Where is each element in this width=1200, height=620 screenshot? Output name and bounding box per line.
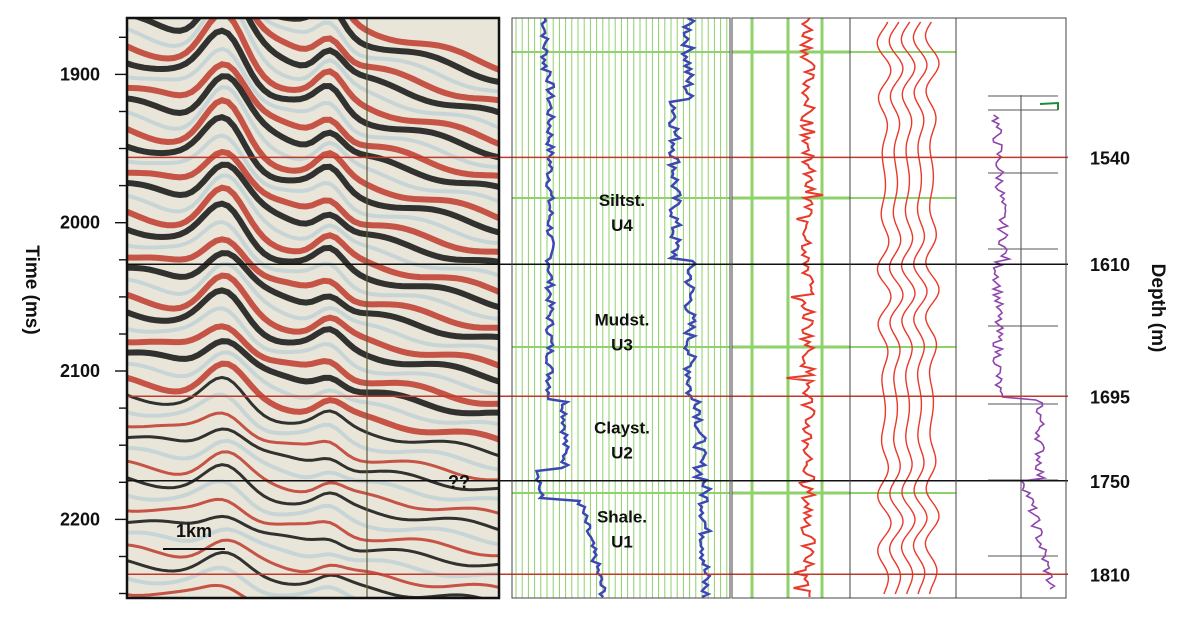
time-tick-label: 2200 <box>60 509 100 529</box>
time-tick-label: 2100 <box>60 361 100 381</box>
seismic-reflector <box>127 27 499 161</box>
uncertain-annotation: ?? <box>448 472 470 492</box>
seismic-reflector <box>127 427 499 492</box>
log-track-frame <box>511 17 731 599</box>
seismic-reflector <box>127 73 499 191</box>
seismic-reflector <box>127 173 499 278</box>
seismic-reflector <box>127 323 499 407</box>
seismic-reflector <box>127 200 499 311</box>
synthetic-trace <box>924 21 940 595</box>
seismic-reflector <box>127 450 499 515</box>
log-curve-1 <box>534 18 607 598</box>
seismic-reflector <box>127 411 499 482</box>
seismic-reflector <box>127 272 499 369</box>
unit-code-label: U1 <box>611 533 633 552</box>
seismic-reflector <box>127 184 499 296</box>
reflectivity-curve <box>786 18 824 598</box>
seismic-reflector <box>127 514 499 568</box>
seismic-reflector <box>127 438 499 502</box>
synthetic-trace <box>876 21 892 595</box>
seismic-reflector <box>251 18 499 104</box>
synthetic-track-background <box>850 18 956 598</box>
unit-code-label: U2 <box>611 444 633 463</box>
seismic-reflector <box>127 61 499 179</box>
seismic-reflector <box>127 583 250 598</box>
synthetic-trace <box>888 21 904 595</box>
seismic-reflector <box>127 306 499 397</box>
unit-name-label: Mudst. <box>595 310 650 329</box>
depth-tick-label: 1540 <box>1090 148 1130 168</box>
seismic-reflector <box>127 375 499 458</box>
time-tick-label: 1900 <box>60 64 100 84</box>
horizon-lines <box>127 156 1068 576</box>
time-tick-label: 2000 <box>60 213 100 233</box>
seismic-reflector <box>348 18 499 73</box>
synthetic-seismogram-track <box>850 21 956 595</box>
unit-name-label: Siltst. <box>599 191 645 210</box>
depth-axis: 1540 1610 1695 1750 1810 <box>1090 148 1130 585</box>
seismic-reflector <box>127 261 499 353</box>
unit-labels: Siltst. U4 Mudst. U3 Clayst. U2 Shale. U1 <box>594 191 650 552</box>
velocity-curve <box>990 114 1056 590</box>
seismic-reflector <box>127 250 499 341</box>
seismic-reflector <box>127 338 499 417</box>
seismic-reflector <box>127 46 499 170</box>
log-curves <box>534 18 714 598</box>
seismic-reflector <box>127 18 499 131</box>
unit-name-label: Shale. <box>597 508 647 527</box>
log-curve-2 <box>665 18 714 598</box>
seismic-reflector <box>127 18 499 148</box>
depth-axis-title: Depth (m) <box>1147 264 1168 353</box>
synthetic-trace <box>912 21 928 595</box>
seismic-reflector <box>127 392 499 472</box>
seismic-reflector <box>127 287 499 385</box>
time-axis: 1900 2000 2100 2200 <box>60 36 127 595</box>
seismic-frame <box>125 16 501 600</box>
seismic-reflector <box>127 538 499 590</box>
velocity-track-background <box>956 18 1066 598</box>
velocity-marker <box>1039 101 1059 110</box>
reflectivity-track <box>732 18 850 598</box>
synthetic-trace <box>900 21 916 595</box>
seismic-reflector <box>127 148 499 255</box>
velocity-track-frame <box>955 17 1067 599</box>
unit-name-label: Clayst. <box>594 419 650 438</box>
seismic-reflector <box>127 96 499 222</box>
seismic-reflector <box>127 550 487 598</box>
log-track-grid <box>512 18 730 598</box>
seismic-reflector <box>127 497 499 558</box>
velocity-track <box>988 95 1059 598</box>
depth-tick-label: 1610 <box>1090 255 1130 275</box>
seismic-reflector <box>127 161 499 265</box>
seismic-reflector <box>127 113 499 236</box>
seismic-reflectors <box>127 18 499 598</box>
seismic-reflector <box>127 219 499 321</box>
unit-code-label: U4 <box>611 216 633 235</box>
seismic-reflector <box>127 133 499 246</box>
depth-tick-label: 1695 <box>1090 387 1130 407</box>
seismic-reflector <box>127 360 499 443</box>
scale-bar-label: 1km <box>176 521 212 541</box>
seismic-reflector <box>127 479 499 547</box>
depth-tick-label: 1810 <box>1090 565 1130 585</box>
depth-tick-label: 1750 <box>1090 472 1130 492</box>
seismic-reflector <box>130 18 499 116</box>
seismic-reflector <box>127 565 359 598</box>
seismic-reflector <box>261 18 499 94</box>
seismic-reflector <box>127 85 499 204</box>
seismic-reflector <box>274 18 499 85</box>
time-axis-title: Time (ms) <box>21 245 42 334</box>
seismic-reflector <box>127 463 499 532</box>
reflectivity-track-background <box>732 18 850 598</box>
unit-code-label: U3 <box>611 335 633 354</box>
seismic-reflector <box>127 236 499 331</box>
